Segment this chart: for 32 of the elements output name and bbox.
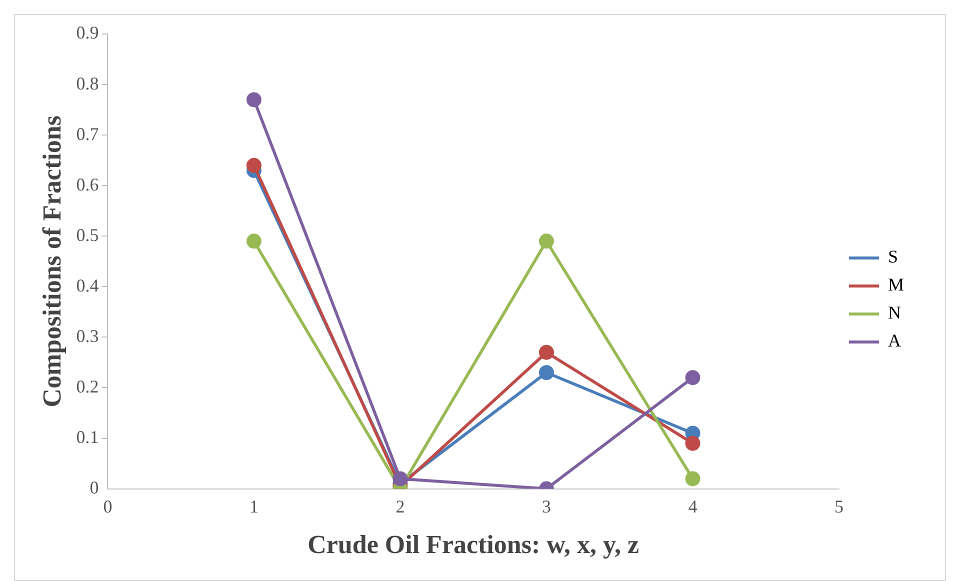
y-tick-label: 0.8 <box>76 73 99 94</box>
point <box>246 158 262 173</box>
point <box>685 436 700 451</box>
y-tick-label: 0.9 <box>76 22 99 43</box>
y-tick-label: 0.3 <box>76 326 99 346</box>
point <box>246 92 262 108</box>
y-tick-label: 0.1 <box>76 427 99 447</box>
y-axis-title: Compositions of Fractions <box>37 116 66 408</box>
x-tick-label: 0 <box>103 496 112 517</box>
legend-label: M <box>888 274 904 295</box>
x-tick-label: 5 <box>834 496 844 517</box>
legend-label: S <box>888 246 898 267</box>
y-tick-label: 0.6 <box>76 174 99 194</box>
x-tick-label: 1 <box>249 496 258 517</box>
x-tick-label: 2 <box>396 496 405 517</box>
point <box>538 344 554 360</box>
point <box>538 365 554 380</box>
y-tick-label: 0.5 <box>76 224 99 245</box>
y-tick-label: 0 <box>90 478 99 498</box>
y-tick-label: 0.2 <box>76 376 99 396</box>
point <box>685 471 700 486</box>
point <box>685 370 700 386</box>
point <box>392 471 408 486</box>
point <box>538 234 554 249</box>
point <box>246 234 262 249</box>
legend-label: N <box>888 302 901 323</box>
x-tick-label: 3 <box>542 496 551 517</box>
y-tick-label: 0.4 <box>76 275 99 296</box>
y-tick-label: 0.7 <box>76 124 99 144</box>
x-tick-label: 4 <box>688 496 698 517</box>
legend-label: A <box>888 330 901 351</box>
x-axis-title: Crude Oil Fractions: w, x, y, z <box>308 530 640 560</box>
